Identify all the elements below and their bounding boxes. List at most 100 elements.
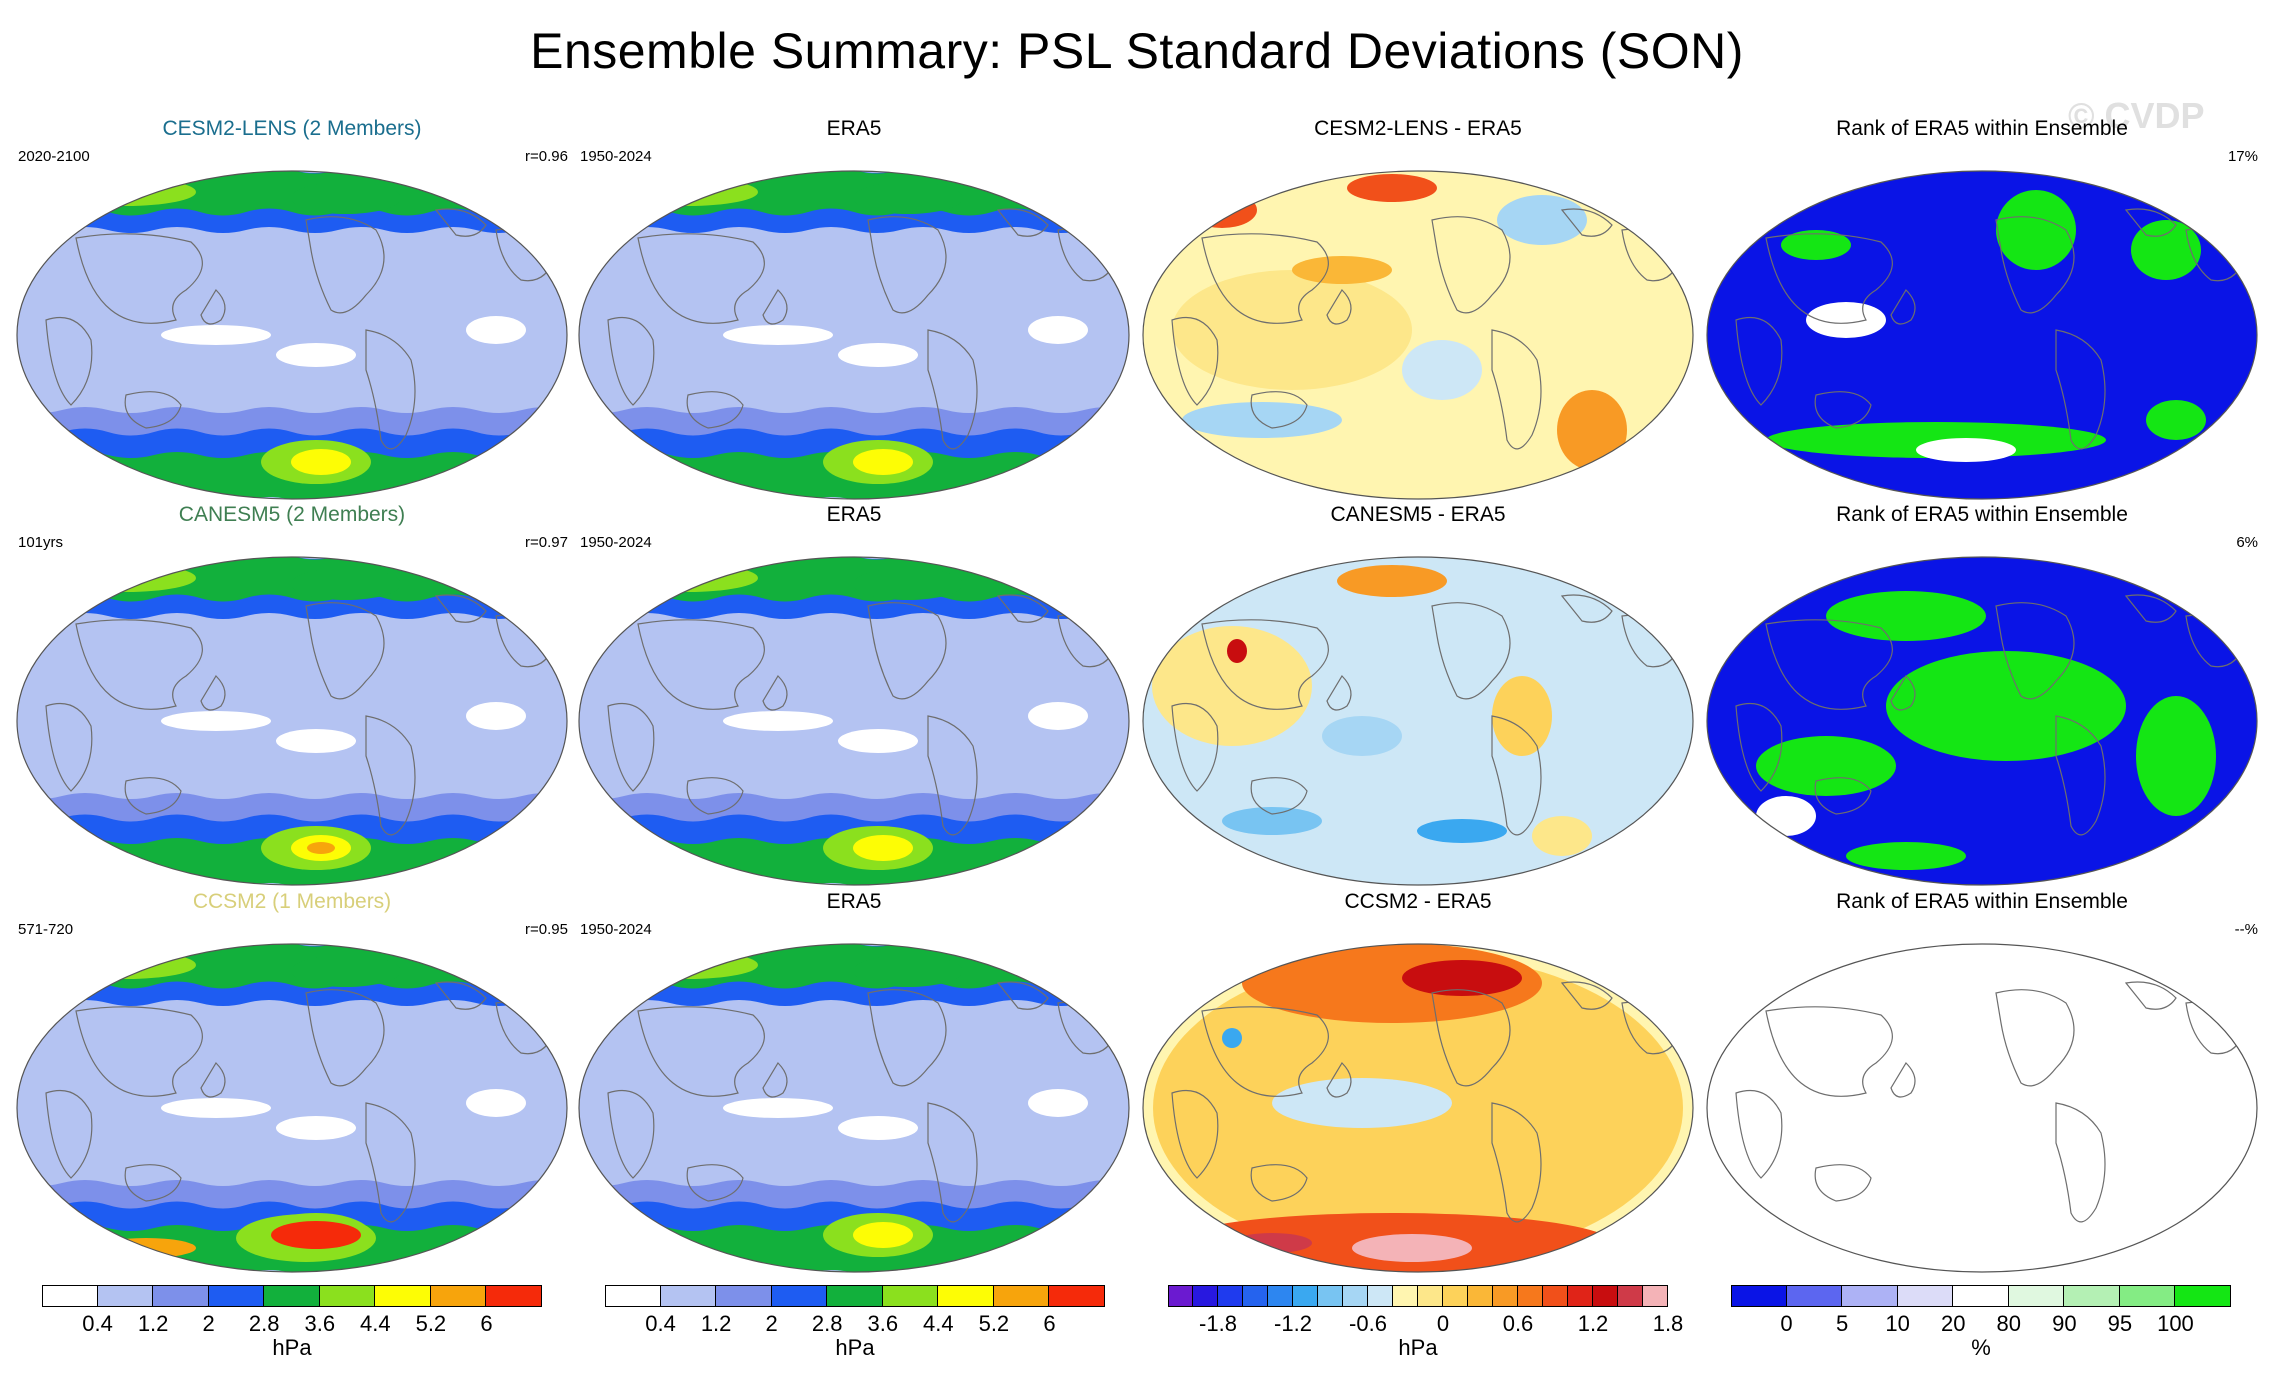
coastline bbox=[1491, 1102, 1542, 1223]
panel-title-obs-1: ERA5 bbox=[826, 117, 882, 140]
south-peak-orange bbox=[96, 1238, 196, 1258]
panel-title-rank-2: Rank of ERA5 within Ensemble bbox=[1836, 503, 2128, 526]
map-outline bbox=[16, 556, 568, 886]
colorbar-box bbox=[1897, 1285, 1954, 1307]
south-peak bbox=[291, 449, 351, 475]
colorbar-box bbox=[660, 1285, 717, 1307]
coastline bbox=[1250, 391, 1308, 429]
rank-high-1 bbox=[1826, 591, 1986, 641]
colorbar-box bbox=[716, 1285, 772, 1307]
map-field bbox=[1707, 944, 2257, 1272]
coastline bbox=[927, 715, 978, 836]
coastline bbox=[607, 316, 655, 406]
map-field bbox=[579, 171, 1129, 499]
colorbar-box bbox=[1293, 1285, 1318, 1307]
coastline bbox=[1765, 1006, 1893, 1097]
coastline bbox=[124, 391, 182, 429]
coastline bbox=[1201, 233, 1329, 324]
coastline bbox=[1735, 702, 1783, 792]
colorbar-box bbox=[1493, 1285, 1518, 1307]
colorbar-box bbox=[1618, 1285, 1643, 1307]
south-peak bbox=[853, 1222, 913, 1248]
coastline bbox=[996, 208, 1049, 237]
diff-neg-2 bbox=[1417, 819, 1507, 843]
colorbar-tick-label: 5 bbox=[1835, 1311, 1849, 1336]
coastline bbox=[1995, 602, 2075, 700]
colorbar-tick-label: 0.4 bbox=[82, 1311, 113, 1336]
coastline bbox=[867, 602, 947, 700]
coastline bbox=[75, 619, 203, 710]
colorbar-box bbox=[2008, 1285, 2065, 1307]
coastline bbox=[607, 1089, 655, 1179]
colorbar-tick-label: 2.8 bbox=[248, 1311, 280, 1336]
coastline bbox=[1735, 1089, 1783, 1179]
map-field bbox=[1143, 944, 1693, 1272]
diff-pos-2 bbox=[1227, 639, 1247, 663]
panel-stat-model-3: r=0.95 bbox=[525, 921, 568, 938]
diff-pos-north-core bbox=[1402, 960, 1522, 996]
diff-pos-2 bbox=[1347, 174, 1437, 202]
coastline bbox=[1171, 316, 1219, 406]
colorbar-box bbox=[1343, 1285, 1368, 1307]
tropical-min bbox=[161, 711, 271, 731]
diff-pos-3 bbox=[1292, 256, 1392, 284]
colorbar-tick-label: 3.6 bbox=[867, 1311, 899, 1336]
coastline bbox=[1431, 216, 1511, 314]
colorbar-tick-label: 1.2 bbox=[1577, 1311, 1609, 1336]
north-atlantic-max bbox=[291, 568, 401, 600]
tropical-min-3 bbox=[466, 1089, 526, 1117]
map-outline bbox=[16, 170, 568, 500]
colorbar-box bbox=[993, 1285, 1050, 1307]
panel-title-diff-3: CCSM2 - ERA5 bbox=[1344, 890, 1492, 913]
colorbar-box bbox=[486, 1285, 542, 1307]
page-title: Ensemble Summary: PSL Standard Deviation… bbox=[530, 23, 1744, 79]
north-pacific-max bbox=[618, 564, 758, 592]
coastline bbox=[124, 777, 182, 815]
map-model-2 bbox=[16, 556, 568, 886]
coastline bbox=[2055, 715, 2106, 836]
colorbar-tick-label: 20 bbox=[1940, 1311, 1966, 1336]
diff-pos-4 bbox=[1532, 816, 1592, 856]
colorbar-tick-label: 0.6 bbox=[1502, 1311, 1534, 1336]
colorbar-tick-label: 1.8 bbox=[1652, 1311, 1684, 1336]
coastline bbox=[1765, 619, 1893, 710]
diff-neg-1 bbox=[1222, 807, 1322, 835]
panel-title-rank-1: Rank of ERA5 within Ensemble bbox=[1836, 117, 2128, 140]
map-outline bbox=[1706, 170, 2258, 500]
map-field bbox=[1143, 171, 1693, 499]
diff-neg-2 bbox=[1222, 1028, 1242, 1048]
colorbar-box bbox=[208, 1285, 265, 1307]
north-pacific-max bbox=[56, 178, 196, 206]
diff-neg-3 bbox=[1402, 340, 1482, 400]
colorbar-tick-label: 0.4 bbox=[645, 1311, 676, 1336]
map-obs-2 bbox=[578, 556, 1130, 886]
coastline bbox=[637, 619, 765, 710]
colorbar-box bbox=[1518, 1285, 1543, 1307]
coastline bbox=[927, 329, 978, 450]
diff-warm-area bbox=[1152, 626, 1312, 746]
tropical-min-2 bbox=[276, 1116, 356, 1140]
tropical-min-3 bbox=[1028, 702, 1088, 730]
coastline bbox=[867, 989, 947, 1087]
north-band-mid bbox=[579, 944, 1129, 989]
panel-stat-model-1: r=0.96 bbox=[525, 148, 568, 165]
colorbar-box bbox=[1593, 1285, 1618, 1307]
coastline bbox=[1560, 208, 1613, 237]
diff-pos-south-core bbox=[1352, 1234, 1472, 1262]
map-model-3 bbox=[16, 943, 568, 1273]
panel-title-model-1: CESM2-LENS (2 Members) bbox=[162, 117, 422, 140]
coastline bbox=[200, 675, 226, 711]
coastline bbox=[996, 594, 1049, 623]
colorbar-box bbox=[1243, 1285, 1268, 1307]
colorbar-tick-label: 6 bbox=[1043, 1311, 1056, 1336]
colorbar-box bbox=[264, 1285, 320, 1307]
north-atlantic-max bbox=[853, 568, 963, 600]
diff-pos-south-2 bbox=[1232, 1233, 1312, 1253]
coastline bbox=[762, 1062, 788, 1098]
coastline bbox=[305, 602, 385, 700]
rank-high-3 bbox=[1756, 736, 1896, 796]
tropical-min-2 bbox=[276, 343, 356, 367]
colorbar-tick-label: 2 bbox=[202, 1311, 215, 1336]
colorbar-box bbox=[97, 1285, 154, 1307]
coastline bbox=[686, 391, 744, 429]
